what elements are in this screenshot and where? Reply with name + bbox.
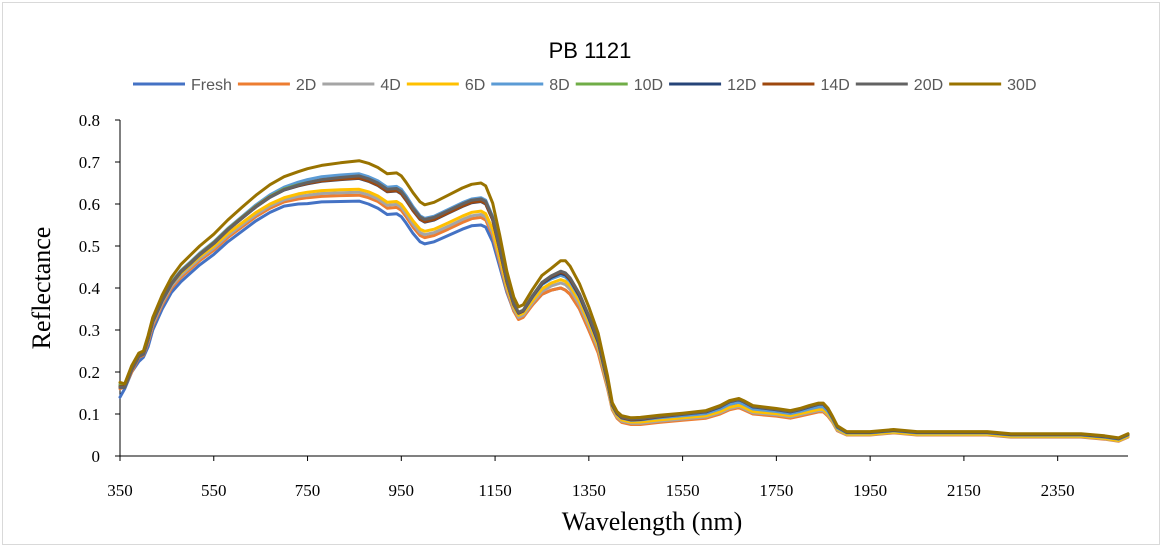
legend-label: 30D	[1007, 77, 1036, 94]
y-tick-label: 0.1	[79, 405, 100, 424]
x-tick-label: 950	[389, 481, 415, 500]
series-line-30d	[118, 159, 1130, 440]
chart-title: PB 1121	[549, 38, 632, 63]
series-line-2d	[118, 193, 1130, 443]
legend-label: 10D	[634, 77, 663, 94]
series-line-14d	[118, 176, 1130, 440]
legend: Fresh 2D 4D 6D 8D 10D 12D 14D 20D 30D	[133, 77, 1037, 94]
x-axis-title: Wavelength (nm)	[562, 507, 743, 536]
legend-item-20d: 20D	[855, 77, 943, 94]
legend-label: 6D	[465, 77, 485, 94]
x-tick-label: 350	[107, 481, 133, 500]
legend-item-8d: 8D	[491, 77, 570, 94]
legend-item-14d: 14D	[762, 77, 850, 94]
series-line-8d	[118, 172, 1130, 441]
series-line-20d	[118, 174, 1130, 440]
x-tick-label: 2150	[947, 481, 981, 500]
x-tick-label: 1350	[572, 481, 606, 500]
legend-label: 2D	[296, 77, 316, 94]
y-axis-title: Reflectance	[27, 227, 56, 350]
legend-item-6d: 6D	[406, 77, 485, 94]
legend-label: 14D	[820, 77, 849, 94]
series-line-fresh	[118, 199, 1130, 441]
series-line-6d	[118, 187, 1130, 442]
y-tick-label: 0.2	[79, 363, 100, 382]
x-tick-label: 750	[295, 481, 321, 500]
legend-label: Fresh	[191, 77, 232, 94]
legend-item-fresh: Fresh	[133, 77, 232, 94]
series-line-12d	[118, 176, 1130, 441]
y-tick-label: 0.3	[79, 321, 100, 340]
series-line-4d	[118, 190, 1130, 443]
y-axis-ticks: 0 0.1 0.2 0.3 0.4 0.5 0.6 0.7 0.8	[79, 111, 120, 466]
axes	[119, 120, 1128, 457]
y-tick-label: 0.7	[79, 153, 101, 172]
x-tick-label: 1550	[666, 481, 700, 500]
legend-label: 4D	[380, 77, 400, 94]
y-tick-label: 0.4	[79, 279, 101, 298]
x-tick-label: 1150	[478, 481, 511, 500]
y-tick-label: 0.8	[79, 111, 100, 130]
legend-item-10d: 10D	[575, 77, 663, 94]
legend-item-12d: 12D	[669, 77, 756, 94]
y-tick-label: 0.5	[79, 237, 100, 256]
y-tick-label: 0	[92, 447, 101, 466]
y-tick-label: 0.6	[79, 195, 100, 214]
legend-item-30d: 30D	[949, 77, 1037, 94]
series-lines	[118, 159, 1130, 443]
x-tick-label: 2350	[1041, 481, 1075, 500]
x-tick-label: 1750	[759, 481, 793, 500]
x-axis-ticks: 350 550 750 950 1150 1350 1550 1750 1950 2150 2350	[107, 456, 1075, 500]
legend-label: 12D	[727, 77, 756, 94]
x-tick-label: 1950	[853, 481, 887, 500]
legend-label: 20D	[914, 77, 943, 94]
legend-label: 8D	[549, 77, 569, 94]
legend-item-2d: 2D	[237, 77, 316, 94]
x-tick-label: 550	[201, 481, 227, 500]
legend-item-4d: 4D	[322, 77, 401, 94]
series-line-10d	[118, 175, 1130, 440]
